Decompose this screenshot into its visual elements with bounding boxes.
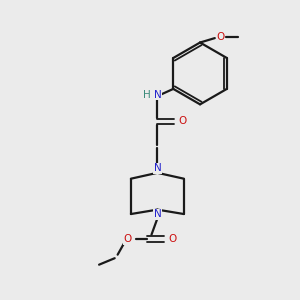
- Text: O: O: [179, 116, 187, 126]
- Text: O: O: [217, 32, 225, 42]
- Text: H: H: [143, 90, 151, 100]
- Text: O: O: [169, 234, 177, 244]
- Text: O: O: [123, 234, 131, 244]
- Text: N: N: [154, 209, 161, 219]
- Text: N: N: [154, 164, 161, 173]
- Text: N: N: [154, 90, 161, 100]
